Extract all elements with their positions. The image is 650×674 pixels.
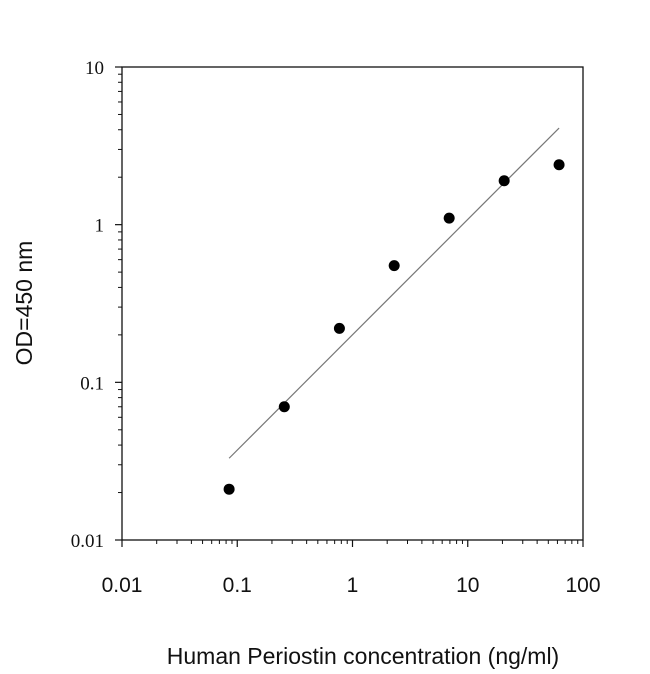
y-axis: 0.01 0.1 1 10 (71, 58, 122, 552)
x-tick-label: 0.01 (102, 574, 143, 597)
data-point (278, 401, 290, 413)
y-axis-title: OD=450 nm (11, 241, 37, 366)
y-tick-label: 10 (85, 58, 104, 79)
data-point (388, 260, 400, 272)
data-point (333, 322, 345, 334)
fit-line (228, 127, 560, 459)
data-points (223, 159, 565, 495)
plot-area-frame (121, 66, 584, 541)
x-axis: 0.01 0.1 1 10 100 (102, 540, 601, 597)
data-point (553, 159, 565, 171)
x-tick-label: 100 (565, 574, 600, 597)
x-tick-label: 0.1 (223, 574, 252, 597)
y-tick-label: 0.01 (71, 531, 104, 552)
x-tick-label: 1 (347, 574, 359, 597)
y-tick-label: 0.1 (80, 373, 104, 394)
data-point (223, 483, 235, 495)
x-tick-label: 10 (456, 574, 479, 597)
data-point (443, 212, 455, 224)
data-point (498, 175, 510, 187)
y-tick-label: 1 (95, 216, 105, 237)
x-axis-title: Human Periostin concentration (ng/ml) (167, 643, 559, 669)
